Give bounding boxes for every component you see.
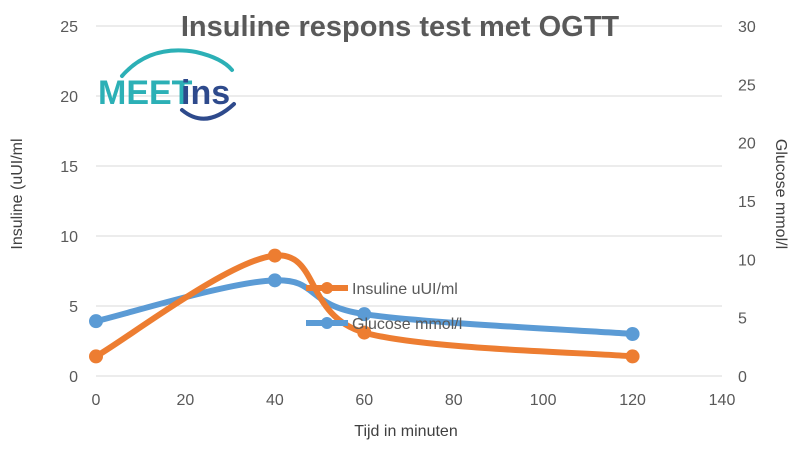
data-point-insuline (357, 325, 372, 340)
x-tick-label: 0 (92, 392, 101, 409)
data-point-glucose (357, 307, 372, 322)
logo-text-right: ins (181, 74, 230, 112)
x-axis-title: Tijd in minuten (354, 423, 457, 440)
x-tick-label: 100 (530, 392, 557, 409)
x-tick-label: 20 (177, 392, 195, 409)
data-point-insuline (267, 248, 282, 263)
y2-tick-label: 10 (738, 252, 756, 269)
x-tick-label: 60 (355, 392, 373, 409)
y-tick-label: 15 (60, 159, 78, 176)
gridlines (96, 25, 722, 307)
y-tick-label: 0 (69, 369, 78, 386)
data-point-glucose (267, 273, 282, 288)
logo-text-left: MEET (98, 74, 193, 112)
data-point-glucose (625, 327, 640, 341)
y-tick-label: 20 (60, 89, 78, 106)
axes: 0 5 10 15 20 25 0 5 10 15 20 25 30 0 20 40 60 80 100 120 140 (60, 19, 756, 409)
y-tick-label: 10 (60, 229, 78, 246)
x-tick-label: 140 (709, 392, 736, 409)
x-tick-label: 80 (445, 392, 463, 409)
logo-arc-top (120, 48, 234, 78)
legend-marker (321, 317, 333, 329)
legend-label: Insuline uUI/ml (352, 281, 458, 298)
y2-tick-label: 0 (738, 369, 747, 386)
y2-tick-label: 20 (738, 136, 756, 153)
y2-tick-label: 15 (738, 194, 756, 211)
legend-marker (321, 282, 333, 294)
legend: Insuline uUI/ml Glucose mmol/l (306, 281, 462, 333)
data-point-insuline (625, 349, 640, 364)
y-axis-title: Insuline (uUI/ml (9, 138, 26, 249)
logo-arc-bottom (180, 102, 236, 121)
y-tick-label: 5 (69, 299, 78, 316)
x-tick-label: 120 (619, 392, 646, 409)
x-tick-label: 40 (266, 392, 284, 409)
data-point-insuline (89, 349, 103, 364)
legend-label: Glucose mmol/l (352, 316, 462, 333)
y2-axis-title: Glucose mmol/l (772, 139, 789, 249)
meetins-logo: MEET ins (98, 48, 236, 121)
series-line-insuline (93, 252, 636, 360)
chart-title: Insuline respons test met OGTT (181, 11, 620, 43)
y2-tick-label: 5 (738, 311, 747, 328)
y2-tick-label: 25 (738, 77, 756, 94)
data-point-glucose (89, 314, 103, 329)
y-tick-label: 25 (60, 19, 78, 36)
y2-tick-label: 30 (738, 19, 756, 36)
series-layer (89, 248, 640, 364)
